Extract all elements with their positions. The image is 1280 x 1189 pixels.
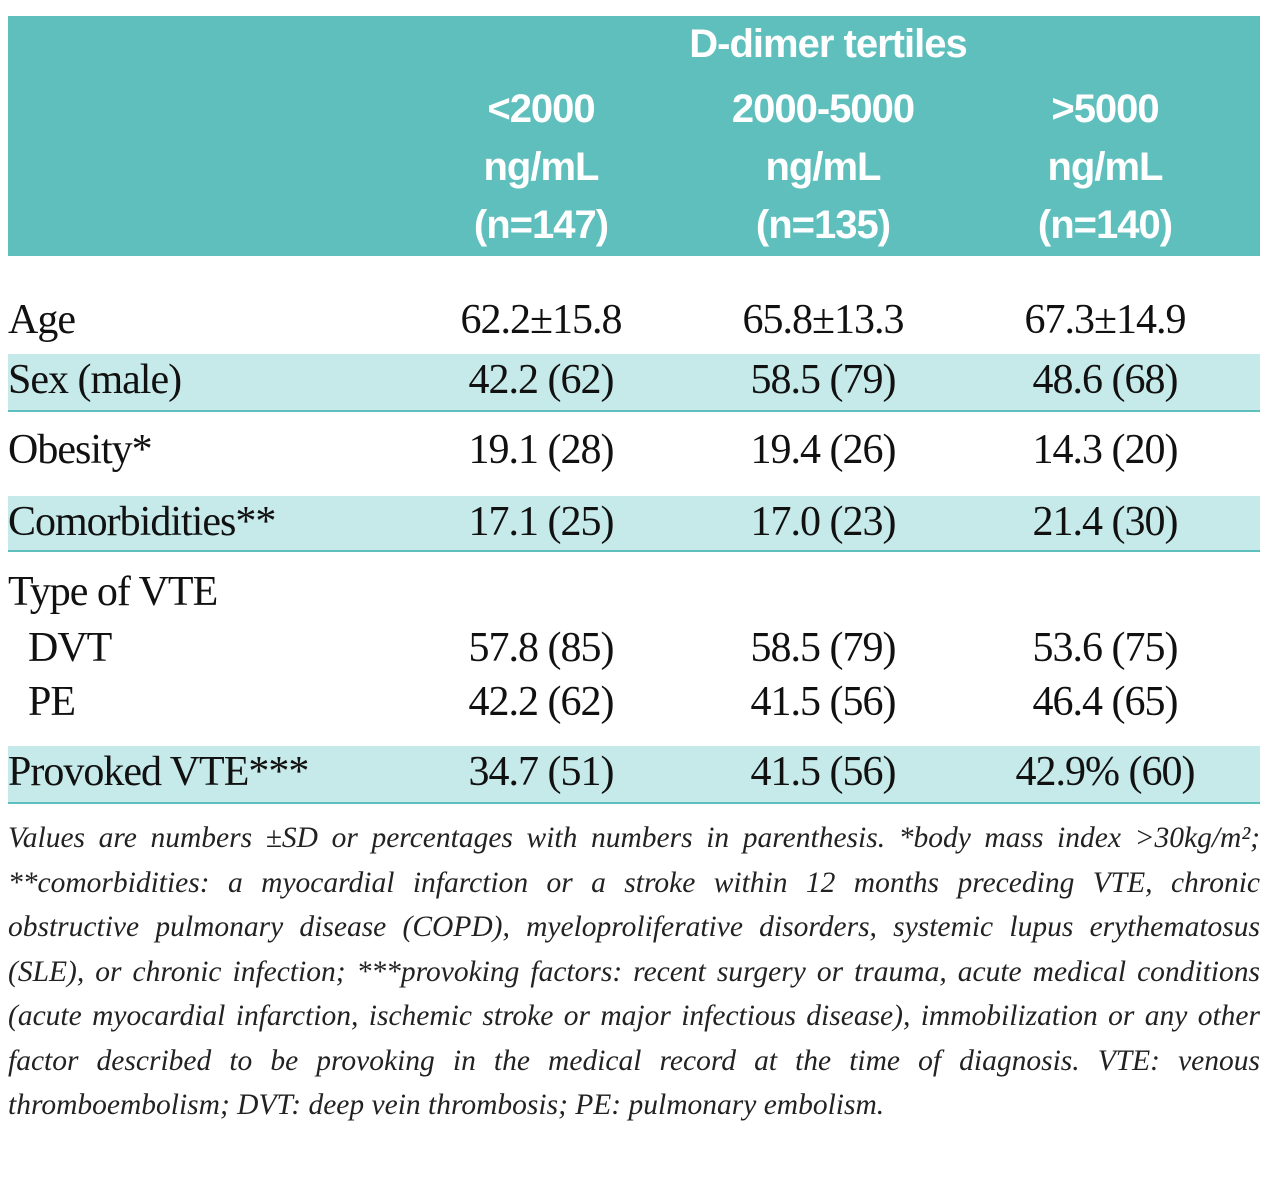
row-label: Provoked VTE*** (8, 749, 309, 795)
table-cell: 41.5 (56) (750, 749, 897, 795)
table-cell: 67.3±14.9 (1024, 297, 1186, 343)
table-footnote: Values are numbers ±SD or percentages wi… (8, 822, 1260, 1121)
table-row-age: Age 62.2±15.8 65.8±13.3 67.3±14.9 (8, 280, 1260, 354)
table-cell: 14.3 (20) (1032, 427, 1179, 473)
table-cell: 48.6 (68) (1032, 357, 1179, 403)
table-cell: 57.8 (85) (468, 625, 615, 671)
table-body: Age 62.2±15.8 65.8±13.3 67.3±14.9 Sex (m… (8, 280, 1260, 804)
column-header-high: >5000 ng/mL (n=140) (1037, 87, 1173, 247)
table-cell: 42.2 (62) (468, 357, 615, 403)
row-label: Comorbidities** (8, 499, 276, 545)
table-cell: 42.2 (62) (468, 679, 615, 725)
table-cell: 19.4 (26) (750, 427, 897, 473)
table-cell: 17.0 (23) (750, 499, 897, 545)
table-cell: 41.5 (56) (750, 679, 897, 725)
table-cell: 19.1 (28) (468, 427, 615, 473)
table-cell: 58.5 (79) (750, 357, 897, 403)
column-header-low: <2000 ng/mL (n=147) (473, 87, 609, 247)
table-cell: 34.7 (51) (468, 749, 615, 795)
group-header: D-dimer tertiles (689, 22, 967, 66)
table-header: D-dimer tertiles <2000 ng/mL (n=147) 200… (8, 16, 1260, 256)
table-row-comorbidities: Comorbidities** 17.1 (25) 17.0 (23) 21.4… (8, 496, 1260, 552)
table-row-obesity: Obesity* 19.1 (28) 19.4 (26) 14.3 (20) (8, 412, 1260, 496)
column-header-mid: 2000-5000 ng/mL (n=135) (731, 87, 915, 247)
table-row-type-of-vte: Type of VTE DVT 57.8 (85) 58.5 (79) 53.6… (8, 552, 1260, 746)
table-cell: 21.4 (30) (1032, 499, 1179, 545)
table-cell: 53.6 (75) (1032, 625, 1179, 671)
row-label: Sex (male) (8, 357, 182, 403)
table-cell: 42.9% (60) (1015, 749, 1196, 795)
table-container: D-dimer tertiles <2000 ng/mL (n=147) 200… (8, 16, 1260, 1121)
row-label: Type of VTE (8, 569, 218, 615)
row-label-dvt: DVT (28, 625, 112, 671)
table-row-provoked-vte: Provoked VTE*** 34.7 (51) 41.5 (56) 42.9… (8, 746, 1260, 804)
row-label-pe: PE (28, 679, 76, 725)
table-cell: 58.5 (79) (750, 625, 897, 671)
row-label: Obesity* (8, 427, 153, 473)
table-row-sex: Sex (male) 42.2 (62) 58.5 (79) 48.6 (68) (8, 354, 1260, 412)
table-cell: 65.8±13.3 (742, 297, 904, 343)
table-cell: 17.1 (25) (468, 499, 615, 545)
table-cell: 46.4 (65) (1032, 679, 1179, 725)
table-cell: 62.2±15.8 (460, 297, 622, 343)
row-label: Age (8, 297, 76, 343)
